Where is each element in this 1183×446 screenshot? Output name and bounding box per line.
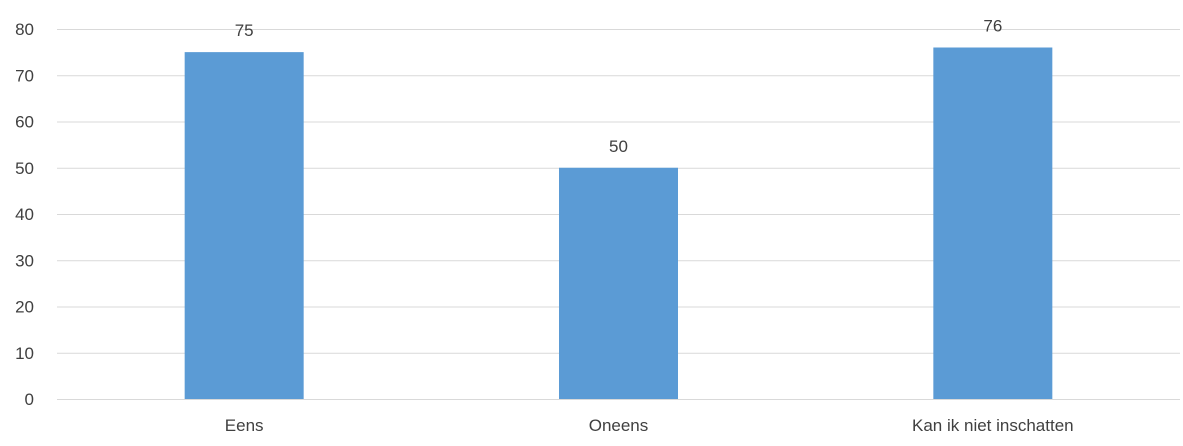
y-tick-label: 20 — [15, 298, 34, 317]
data-label: 50 — [609, 137, 628, 156]
x-tick-label: Oneens — [589, 416, 649, 435]
y-tick-label: 50 — [15, 159, 34, 178]
bar — [933, 47, 1053, 399]
x-tick-label: Eens — [225, 416, 264, 435]
y-tick-label: 30 — [15, 251, 34, 270]
data-label: 76 — [983, 17, 1002, 36]
y-tick-label: 80 — [15, 20, 34, 39]
y-tick-label: 60 — [15, 113, 34, 132]
data-labels: 75 50 76 — [235, 17, 1003, 156]
y-tick-label: 10 — [15, 344, 34, 363]
bars — [184, 47, 1053, 399]
bar — [184, 52, 304, 399]
bar — [559, 167, 678, 399]
y-tick-label: 40 — [15, 205, 34, 224]
y-tick-label: 70 — [15, 66, 34, 85]
y-tick-label: 0 — [25, 390, 34, 409]
x-axis-tick-labels: Eens Oneens Kan ik niet inschatten — [225, 416, 1074, 435]
data-label: 75 — [235, 21, 254, 40]
y-axis-tick-labels: 0 10 20 30 40 50 60 70 80 — [15, 20, 34, 409]
x-tick-label: Kan ik niet inschatten — [912, 416, 1074, 435]
